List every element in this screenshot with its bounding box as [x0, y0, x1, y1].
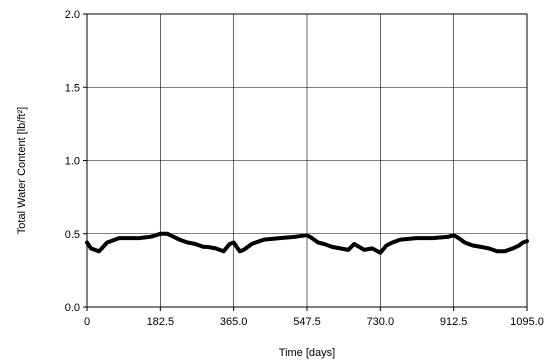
x-tick-label: 182.5	[147, 316, 175, 328]
x-tick-label: 912.5	[440, 316, 468, 328]
y-tick-label: 0.5	[65, 229, 80, 241]
x-tick-label: 547.5	[293, 316, 321, 328]
y-tick-label: 1.5	[65, 82, 80, 94]
x-tick-label: 0	[84, 316, 90, 328]
x-tick-label: 730.0	[367, 316, 395, 328]
x-tick-label: 1095.0	[510, 316, 544, 328]
y-tick-labels: 0.0 0.5 1.0 1.5 2.0	[65, 9, 87, 314]
series-layer	[85, 231, 529, 255]
gridlines	[87, 14, 527, 307]
y-axis-label: Total Water Content [lb/ft²]	[16, 107, 28, 234]
y-tick-label: 0.0	[65, 302, 80, 314]
y-tick-label: 2.0	[65, 9, 80, 21]
x-tick-labels: 0 182.5 365.0 547.5 730.0 912.5 1095.0	[84, 307, 544, 328]
series-line	[85, 231, 529, 255]
x-tick-label: 365.0	[220, 316, 248, 328]
y-tick-label: 1.0	[65, 156, 80, 168]
x-axis-label: Time [days]	[279, 347, 335, 359]
